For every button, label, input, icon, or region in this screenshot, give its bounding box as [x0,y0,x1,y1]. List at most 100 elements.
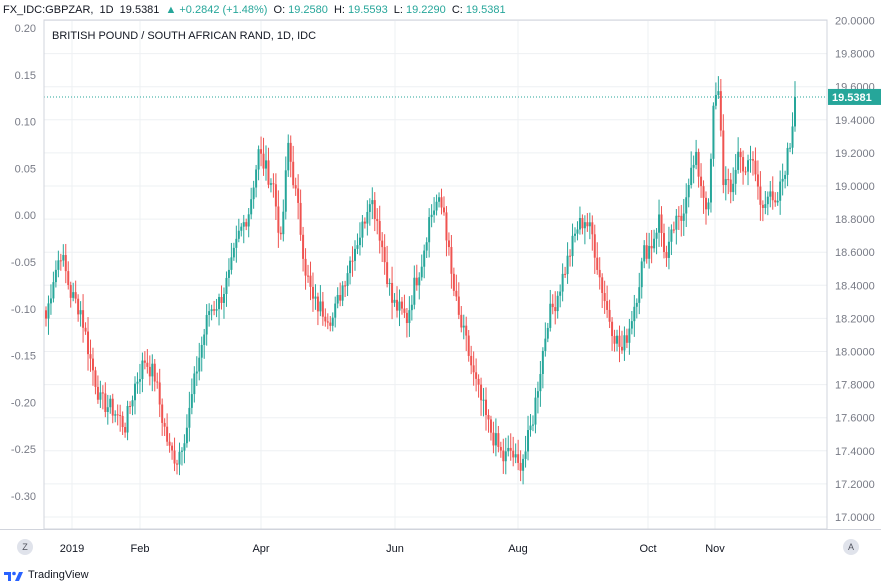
candle-body [358,237,361,246]
candle-body [784,174,787,179]
candle-body [366,211,369,224]
left-axis-tick-label: 0.00 [15,210,36,222]
auto-scale-right-button[interactable]: A [843,539,859,555]
candle-body [625,335,628,343]
left-axis-tick-label: -0.15 [11,351,36,363]
candle-body [766,196,769,205]
close-label: C: [451,4,463,16]
candle-body [124,427,127,433]
candle-body [586,222,589,227]
candle-body [210,309,213,312]
tradingview-logo-icon[interactable] [4,569,24,581]
candle-body [596,257,599,270]
candle-body [287,142,290,171]
candle-body [277,206,280,233]
candle-body [675,215,678,230]
candle-body [304,258,307,276]
candle-body [250,199,253,215]
candle-body [89,354,92,359]
candle-body [329,322,332,326]
candle-body [153,363,156,382]
candle-body [247,214,250,227]
left-axis-tick-label: -0.05 [11,257,36,269]
candle-body [220,297,223,303]
candle-body [418,277,421,286]
candle-body [334,303,337,318]
change-value: +0.2842 (+1.48%) [179,4,268,16]
candle-body [677,215,680,217]
candle-body [386,262,389,285]
candle-body [143,360,146,363]
candle-body [452,273,455,291]
candle-body [601,277,604,294]
brand-label[interactable]: TradingView [28,569,89,581]
right-axis-tick-label: 18.4000 [835,280,875,292]
candle-body [302,234,305,259]
candle-body [608,309,611,322]
candle-body [618,335,621,347]
candle-body [388,282,391,285]
candle-body [509,447,512,451]
candle-body [52,282,55,299]
candle-body [445,212,448,241]
candle-body [428,217,431,243]
price-chart[interactable]: 20.000019.800019.600019.400019.200019.00… [0,0,881,565]
candle-body [166,426,169,442]
candle-body [779,181,782,201]
candle-body [410,304,413,311]
candle-body [709,158,712,203]
candle-body [282,211,285,235]
candle-body [737,151,740,170]
candle-body [442,207,445,213]
candle-body [536,391,539,398]
candle-body [47,303,50,319]
candle-body [99,392,102,400]
candle-body [349,260,352,274]
candle-body [173,450,176,464]
candle-body [423,250,426,267]
candle-body [378,221,381,241]
candle-body [660,214,663,234]
candle-body [289,142,292,162]
triangle-up-icon: ▲ [165,4,177,16]
right-axis-tick-label: 18.6000 [835,247,875,259]
candle-body [396,299,399,311]
candle-body [183,443,186,451]
symbol-label[interactable]: FX_IDC:GBPZAR, [3,4,94,16]
candle-body [564,273,567,275]
candle-body [754,160,757,175]
candle-body [91,358,94,371]
interval-label[interactable]: 1D [99,4,114,16]
candle-body [611,321,614,337]
candle-body [121,415,124,428]
left-axis-tick-label: -0.30 [11,491,36,503]
candle-body [620,346,623,351]
candle-body [158,382,161,405]
last-price-badge [828,88,881,105]
time-axis-tick-label: Feb [131,543,150,555]
candle-body [200,344,203,358]
candle-body [477,378,480,385]
candle-body [415,277,418,286]
candle-body [665,252,668,258]
grid-layer [44,20,827,529]
candle-body [321,301,324,317]
time-axis-tick-label: Nov [705,543,725,555]
candle-body [756,174,759,187]
auto-scale-left-button[interactable]: Z [17,539,33,555]
candle-body [198,357,201,372]
candle-body [383,247,386,263]
candle-body [176,463,179,465]
candle-body [764,204,767,208]
candle-body [245,222,248,227]
candle-body [195,371,198,374]
candle-body [566,255,569,275]
candle-body [292,161,295,186]
candle-body [719,91,722,131]
low-label: L: [393,4,403,16]
candle-body [262,153,265,169]
left-axis-tick-label: -0.25 [11,444,36,456]
candle-body [455,290,458,297]
candle-body [472,365,475,373]
high-label: H: [333,4,345,16]
